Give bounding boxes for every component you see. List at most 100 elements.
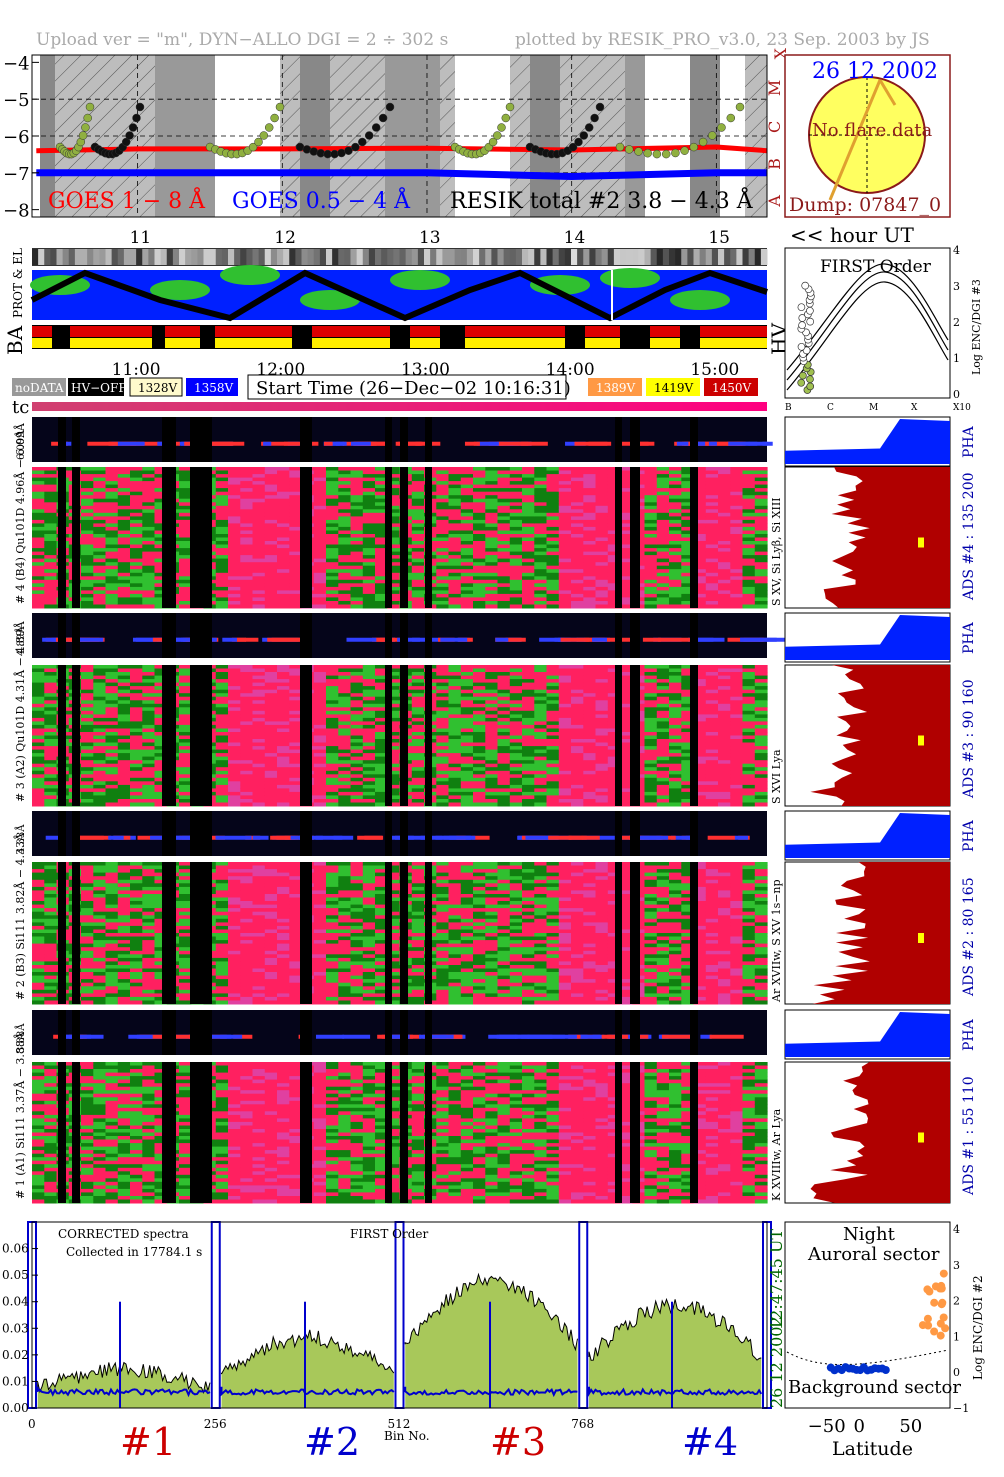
spectrogram-cell [558,763,572,768]
spectrogram-cell [228,491,241,496]
spectrogram-cell [546,548,560,553]
prot-gray-74 [485,249,492,265]
spectrogram-cell [240,555,254,560]
spectrogram-cell [130,802,143,807]
spectrogram-cell [387,784,401,789]
spectrogram-cell [289,679,303,684]
spectrogram-cell [81,534,94,538]
spectrogram-cell [338,558,352,563]
spectrogram-cell [264,583,278,588]
spectrogram-cell [179,717,192,722]
spectrogram-cell [228,686,241,691]
spectrogram-cell [117,696,131,701]
spectrogram-cell [460,714,474,719]
spectrogram-cell [93,491,107,496]
spectrogram-cell [522,689,535,694]
spectrogram-cell [460,728,474,733]
spectrogram-cell [411,668,425,673]
fo-point-22 [806,306,814,315]
spectrogram-cell [448,774,462,779]
spectrogram-cell [522,572,535,577]
spectrogram-cell [473,541,486,545]
spectrogram-cell [387,505,401,510]
spectrogram-cell [142,784,156,789]
spectrogram-cell [375,724,388,729]
spectrogram-cell [154,512,168,517]
spectrogram-cell [240,534,254,538]
spectrogram-cell [620,739,633,743]
spectrogram-cell [105,717,119,722]
spectrogram-cell [117,477,131,482]
spectrogram-cell [460,534,474,538]
spectrogram-cell [81,523,94,528]
spectrogram-cell [130,753,143,758]
spectrogram-cell [375,749,388,754]
spectrogram-cell [362,586,376,591]
spectrogram-cell [32,569,45,574]
spectrogram-cell [142,534,156,538]
spectrogram-cell [754,593,768,598]
spectrogram-cell [681,498,695,503]
spectrogram-cell [595,781,609,786]
spectrogram-cell [93,799,107,803]
spectrogram-cell [81,519,94,524]
pha-strip-mark [520,441,548,446]
spectrogram-cell [117,756,131,761]
spectrogram-cell [607,590,621,595]
prot-gray-104 [669,249,676,265]
ba-label: BA [3,325,27,355]
spectrogram-cell [411,767,425,772]
spectrogram-cell [534,746,548,751]
spectrogram-cell [117,739,131,743]
spectrogram-cell [130,781,143,786]
spectrogram-cell [215,795,229,800]
spectrogram-cell [558,742,572,747]
spectrogram-cell [130,774,143,779]
spectrogram-cell [375,526,388,531]
spectrogram-cell [583,498,597,503]
spectrogram-cell [277,700,290,705]
spectrogram-cell [644,534,658,538]
spectrogram-cell [228,526,241,531]
spectrogram-cell [473,569,486,574]
spectrogram-cell [32,583,45,588]
spectrogram-cell [338,498,352,503]
prot-gray-65 [430,249,437,265]
fo-ytick-2: 2 [953,316,960,329]
spectrogram-cell [411,604,425,609]
spectrogram-cell [326,791,339,796]
spectrogram-cell [534,534,548,538]
spectrogram-cell [509,523,523,528]
spectrogram-cell [142,703,156,708]
spectrogram-cell [338,672,352,676]
spectrogram-cell [730,548,744,553]
spectrogram-cell [571,586,584,591]
spectrogram-cell [130,788,143,793]
spectrogram-cell [607,558,621,563]
spectrogram-cell [583,679,597,684]
spectrogram-gap [615,467,622,608]
spectrogram-cell [522,477,535,482]
spectrogram-cell [362,526,376,531]
ba-red-6 [465,326,565,337]
spectrogram-cell [411,488,425,493]
spectrogram-cell [362,484,376,489]
spectrogram-cell [448,721,462,726]
ba-red-2 [165,326,200,337]
spectrogram-cell [534,502,548,507]
spectrogram-cell [473,604,486,609]
spectrogram-cell [228,562,241,567]
spectrogram-cell [240,746,254,751]
spectrogram-cell [558,795,572,800]
spectrogram-cell [522,601,535,605]
spectrogram-cell [326,665,339,669]
spectrogram-cell [117,569,131,574]
spectrogram-cell [571,484,584,489]
spectrogram-cell [215,675,229,680]
spectrogram-cell [117,693,131,698]
spectrogram-cell [240,700,254,705]
spectrogram-cell [93,665,107,669]
spectrogram-cell [326,675,339,680]
spectrogram-cell [460,470,474,475]
spectrogram-cell [228,481,241,486]
